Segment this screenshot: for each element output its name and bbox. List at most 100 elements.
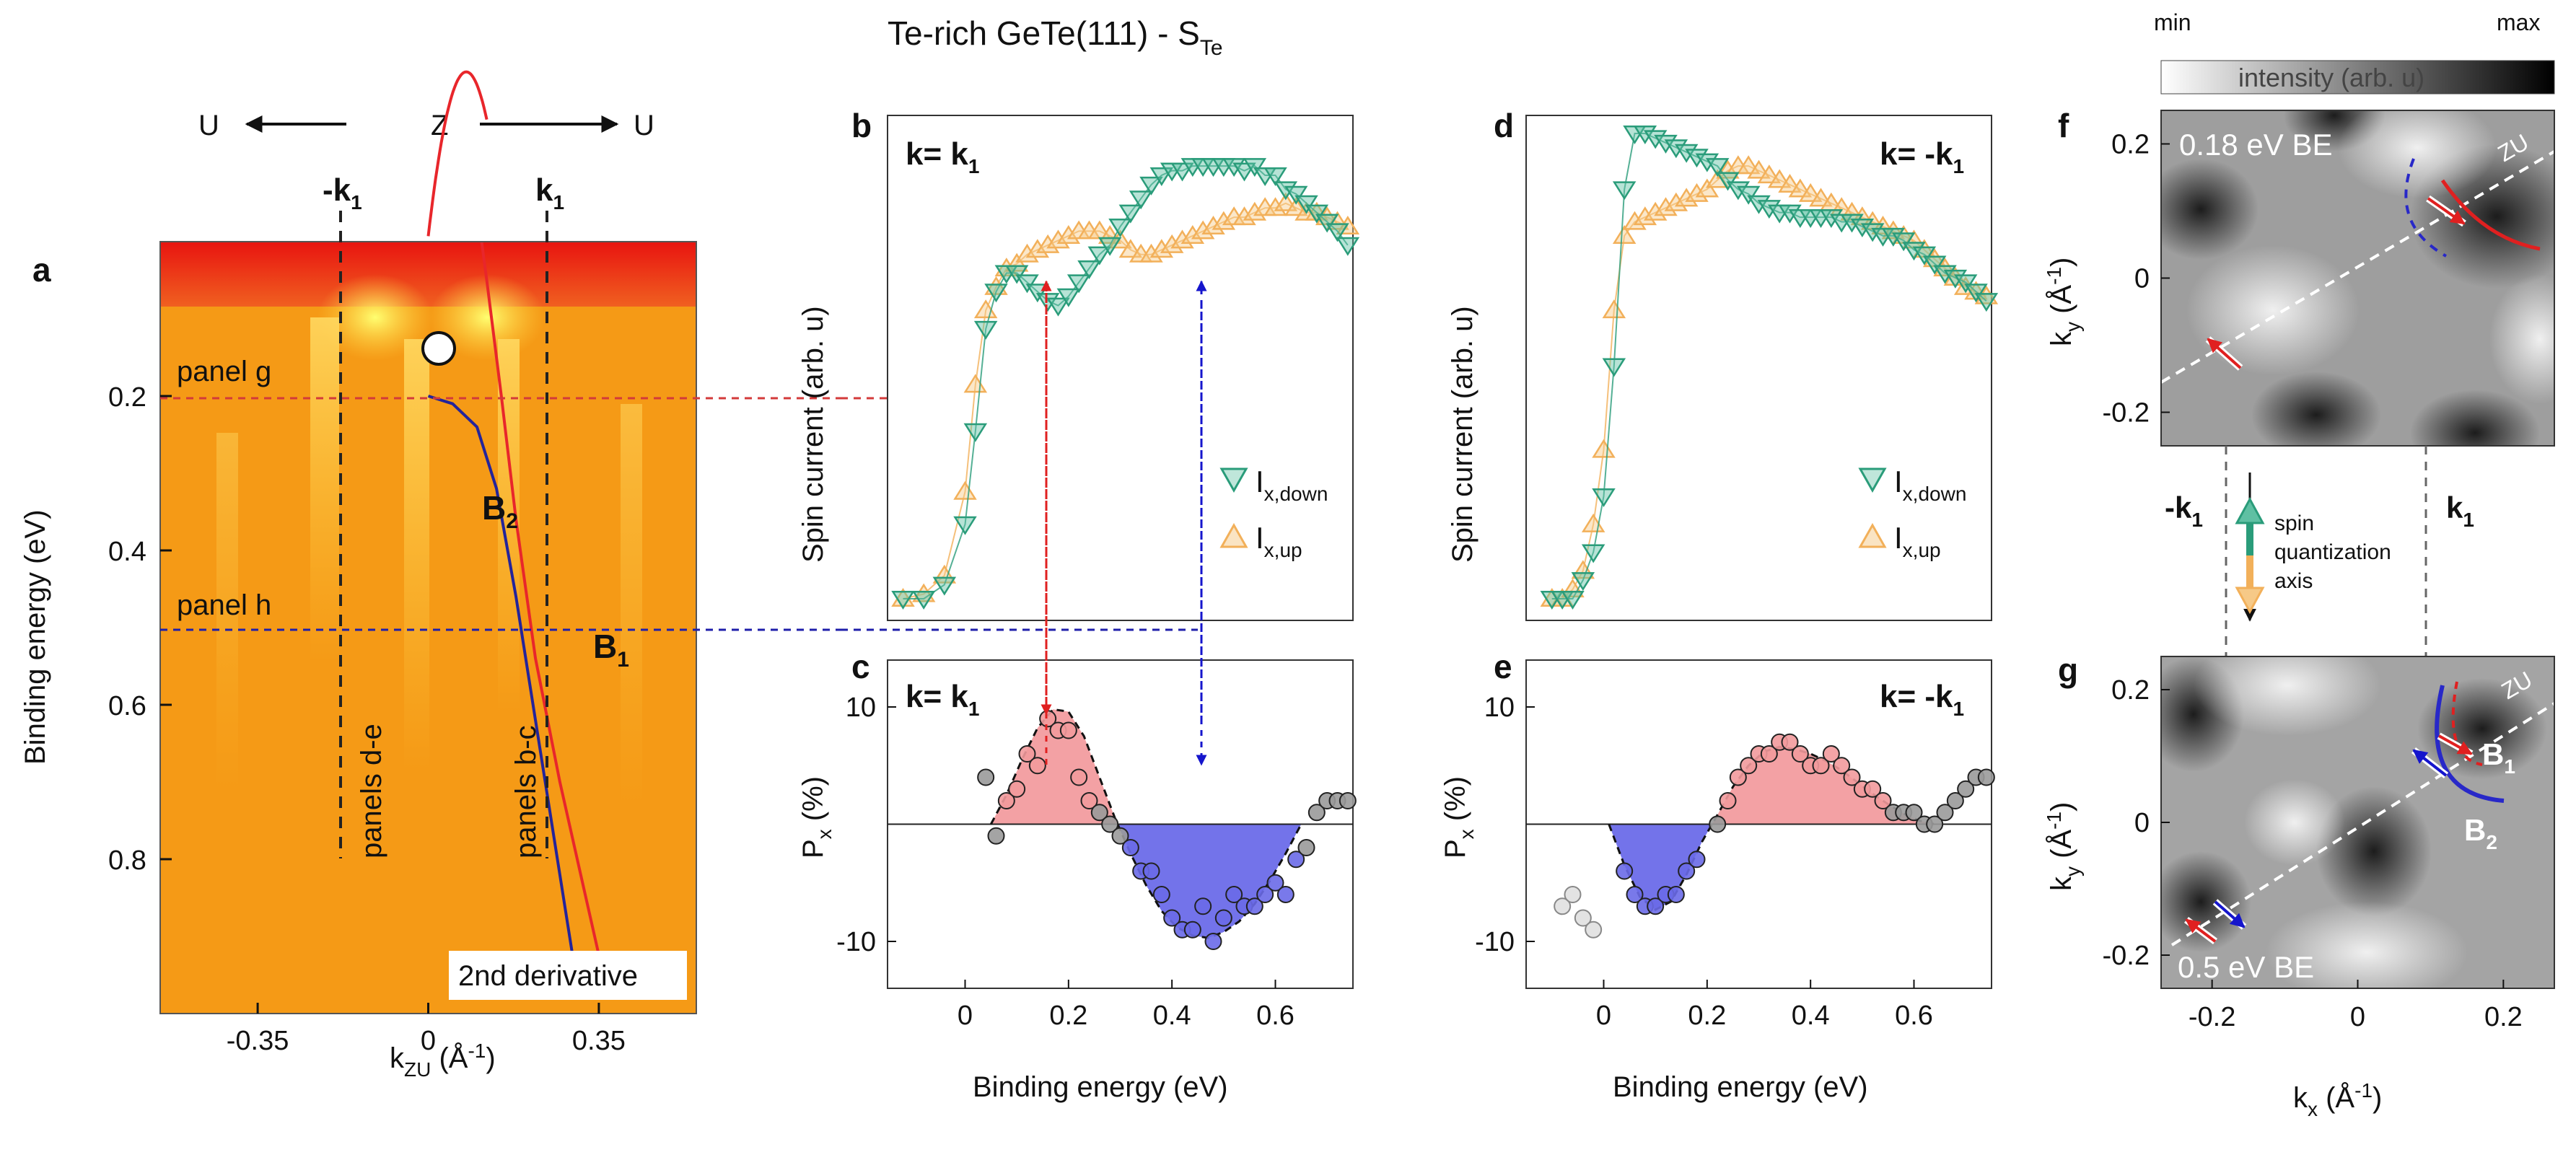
data-point-x,down [1964,284,1988,303]
xtick-label: 0 [958,1001,973,1031]
data-point [1276,886,1294,903]
k-neg-label: -k1 [323,172,362,214]
data-point-x,down [1315,214,1339,233]
plot-d-data [1540,125,1999,610]
direction-u-left: U [198,110,219,141]
axis-a-ylabel: Binding energy (eV) [19,509,51,765]
data-point-x,down [1004,265,1029,284]
data-point [1339,792,1357,809]
map-f-annotation: 0.18 eV BE [2179,128,2332,162]
axis-a-ytick-label: 0.8 [108,845,146,876]
map-f-light-3 [2489,274,2554,404]
map-g-dark-3 [2316,786,2432,916]
data-point-x,down [1953,274,1978,294]
map-g-dark-4 [2417,678,2547,779]
data-point-x,up [953,480,977,500]
heatmap-a-streak-5 [621,404,642,808]
data-point [987,827,1005,845]
data-point [1028,757,1046,775]
map-g-annotation: 0.5 eV BE [2178,950,2314,984]
data-point-x,down [1087,246,1112,265]
spin-axis-block: -k1 k1 spin quantization axis [2165,446,2474,656]
data-point-x,down [1294,195,1318,214]
spin-axis-green [2246,505,2253,555]
panel-b-label: b [851,107,872,144]
data-point-x,up [1695,178,1719,198]
negative-area [1608,824,1712,910]
k-pos-label: k1 [535,172,564,214]
panel-g: g ZU B1 B2 0.5 eV BE 0.20-0.2 [2043,651,2555,1120]
heatmap-a-streak-2 [404,339,429,772]
annotation-2nd-derivative-box [449,951,687,1000]
band-b1-curve [480,242,610,999]
legend-d-up-marker [1858,522,1887,548]
data-point-x,down [1056,288,1081,307]
data-point [1812,757,1830,775]
data-point-x,down [1705,158,1730,177]
ytick-label: 10 [846,693,876,723]
panel-c: c 10 -10 0 0.2 0.4 0.6 k= k1 Px (%) Binding e… [797,648,1357,1103]
data-point-x,down [1305,204,1329,224]
data-point-x,down [1129,190,1153,210]
plot-e-annotation: k= -k1 [1880,679,1964,720]
data-point [1256,886,1274,903]
data-point [1905,804,1923,822]
plot-d-legend: Ix,down Ix,up [1858,465,1966,561]
legend-d-down-marker [1858,467,1887,493]
map-g-zu-line [2170,702,2554,946]
data-point-x,down [1243,158,1267,177]
annotation-2nd-derivative: 2nd derivative [458,960,638,992]
band-b1-label: B1 [593,628,629,672]
map-g-light-1 [2194,656,2381,736]
spin-axis-line3: axis [2274,569,2313,593]
plot-e-xlabel: Binding energy (eV) [1613,1071,1868,1103]
data-point [1843,768,1861,786]
map-f-blue-arc [2404,158,2447,258]
map-g-light-2 [2266,902,2468,988]
data-point-x,down [1581,544,1605,563]
axis-a-xtick-label: -0.35 [227,1026,289,1056]
data-point-x,down [1736,185,1761,205]
axis-f-y-ticks: 0.2 0 -0.2 [2103,130,2170,429]
panel-e-label: e [1494,648,1512,685]
data-point [977,768,995,786]
data-point [1926,815,1944,833]
data-point-x,up [1108,229,1132,249]
map-g-red-arc [2451,681,2483,766]
colorbar-max: max [2497,9,2540,35]
plot-c-xlabel: Binding energy (eV) [973,1071,1228,1103]
series-line-x,down [1551,133,1987,599]
spin-axis-line1: spin [2274,511,2314,535]
panel-f: f 0.18 eV BE ZU 0.20-0.2 ky (Å-1) [2043,107,2555,447]
data-point [1059,721,1077,739]
data-point [1297,839,1315,856]
panel-d: d k= -k1 Spin current (arb. u) Ix,down I… [1447,107,1999,621]
xtick-label: 0.2 [1049,1001,1087,1031]
plot-b-ylabel: Spin current (arb. u) [797,306,829,563]
legend-d-down-label: Ix,down [1894,465,1966,505]
colorbar-gradient [2160,60,2555,95]
map-f-red-arc [2440,179,2541,251]
panel-g-map-label: g [2058,651,2078,689]
data-point [1090,804,1108,822]
map-g-blue-arc [2435,685,2505,803]
data-point [1791,745,1809,763]
data-point [1183,920,1201,939]
plot-d-frame [1525,115,1992,621]
band-b1-apex [426,70,489,237]
data-point-x,down [1891,232,1916,252]
figure-title: Te-rich GeTe(111) - STe [888,14,1223,60]
data-point [1564,886,1582,903]
panel-g-label: panel g [177,356,271,387]
xtick-label: 0 [1596,1001,1611,1031]
data-point-x,down [1108,218,1132,237]
data-point [1647,897,1665,915]
data-point-x,down [1912,246,1937,265]
data-point-x,down [1098,237,1122,256]
axis-g-x-ticks: -0.2 0 0.2 [2189,980,2523,1032]
data-point [1204,933,1222,950]
map-f-spin-arrow-right-inner [2427,197,2466,225]
data-point [1760,745,1778,763]
data-point [1554,897,1572,915]
legend-b-down-marker [1219,467,1248,493]
